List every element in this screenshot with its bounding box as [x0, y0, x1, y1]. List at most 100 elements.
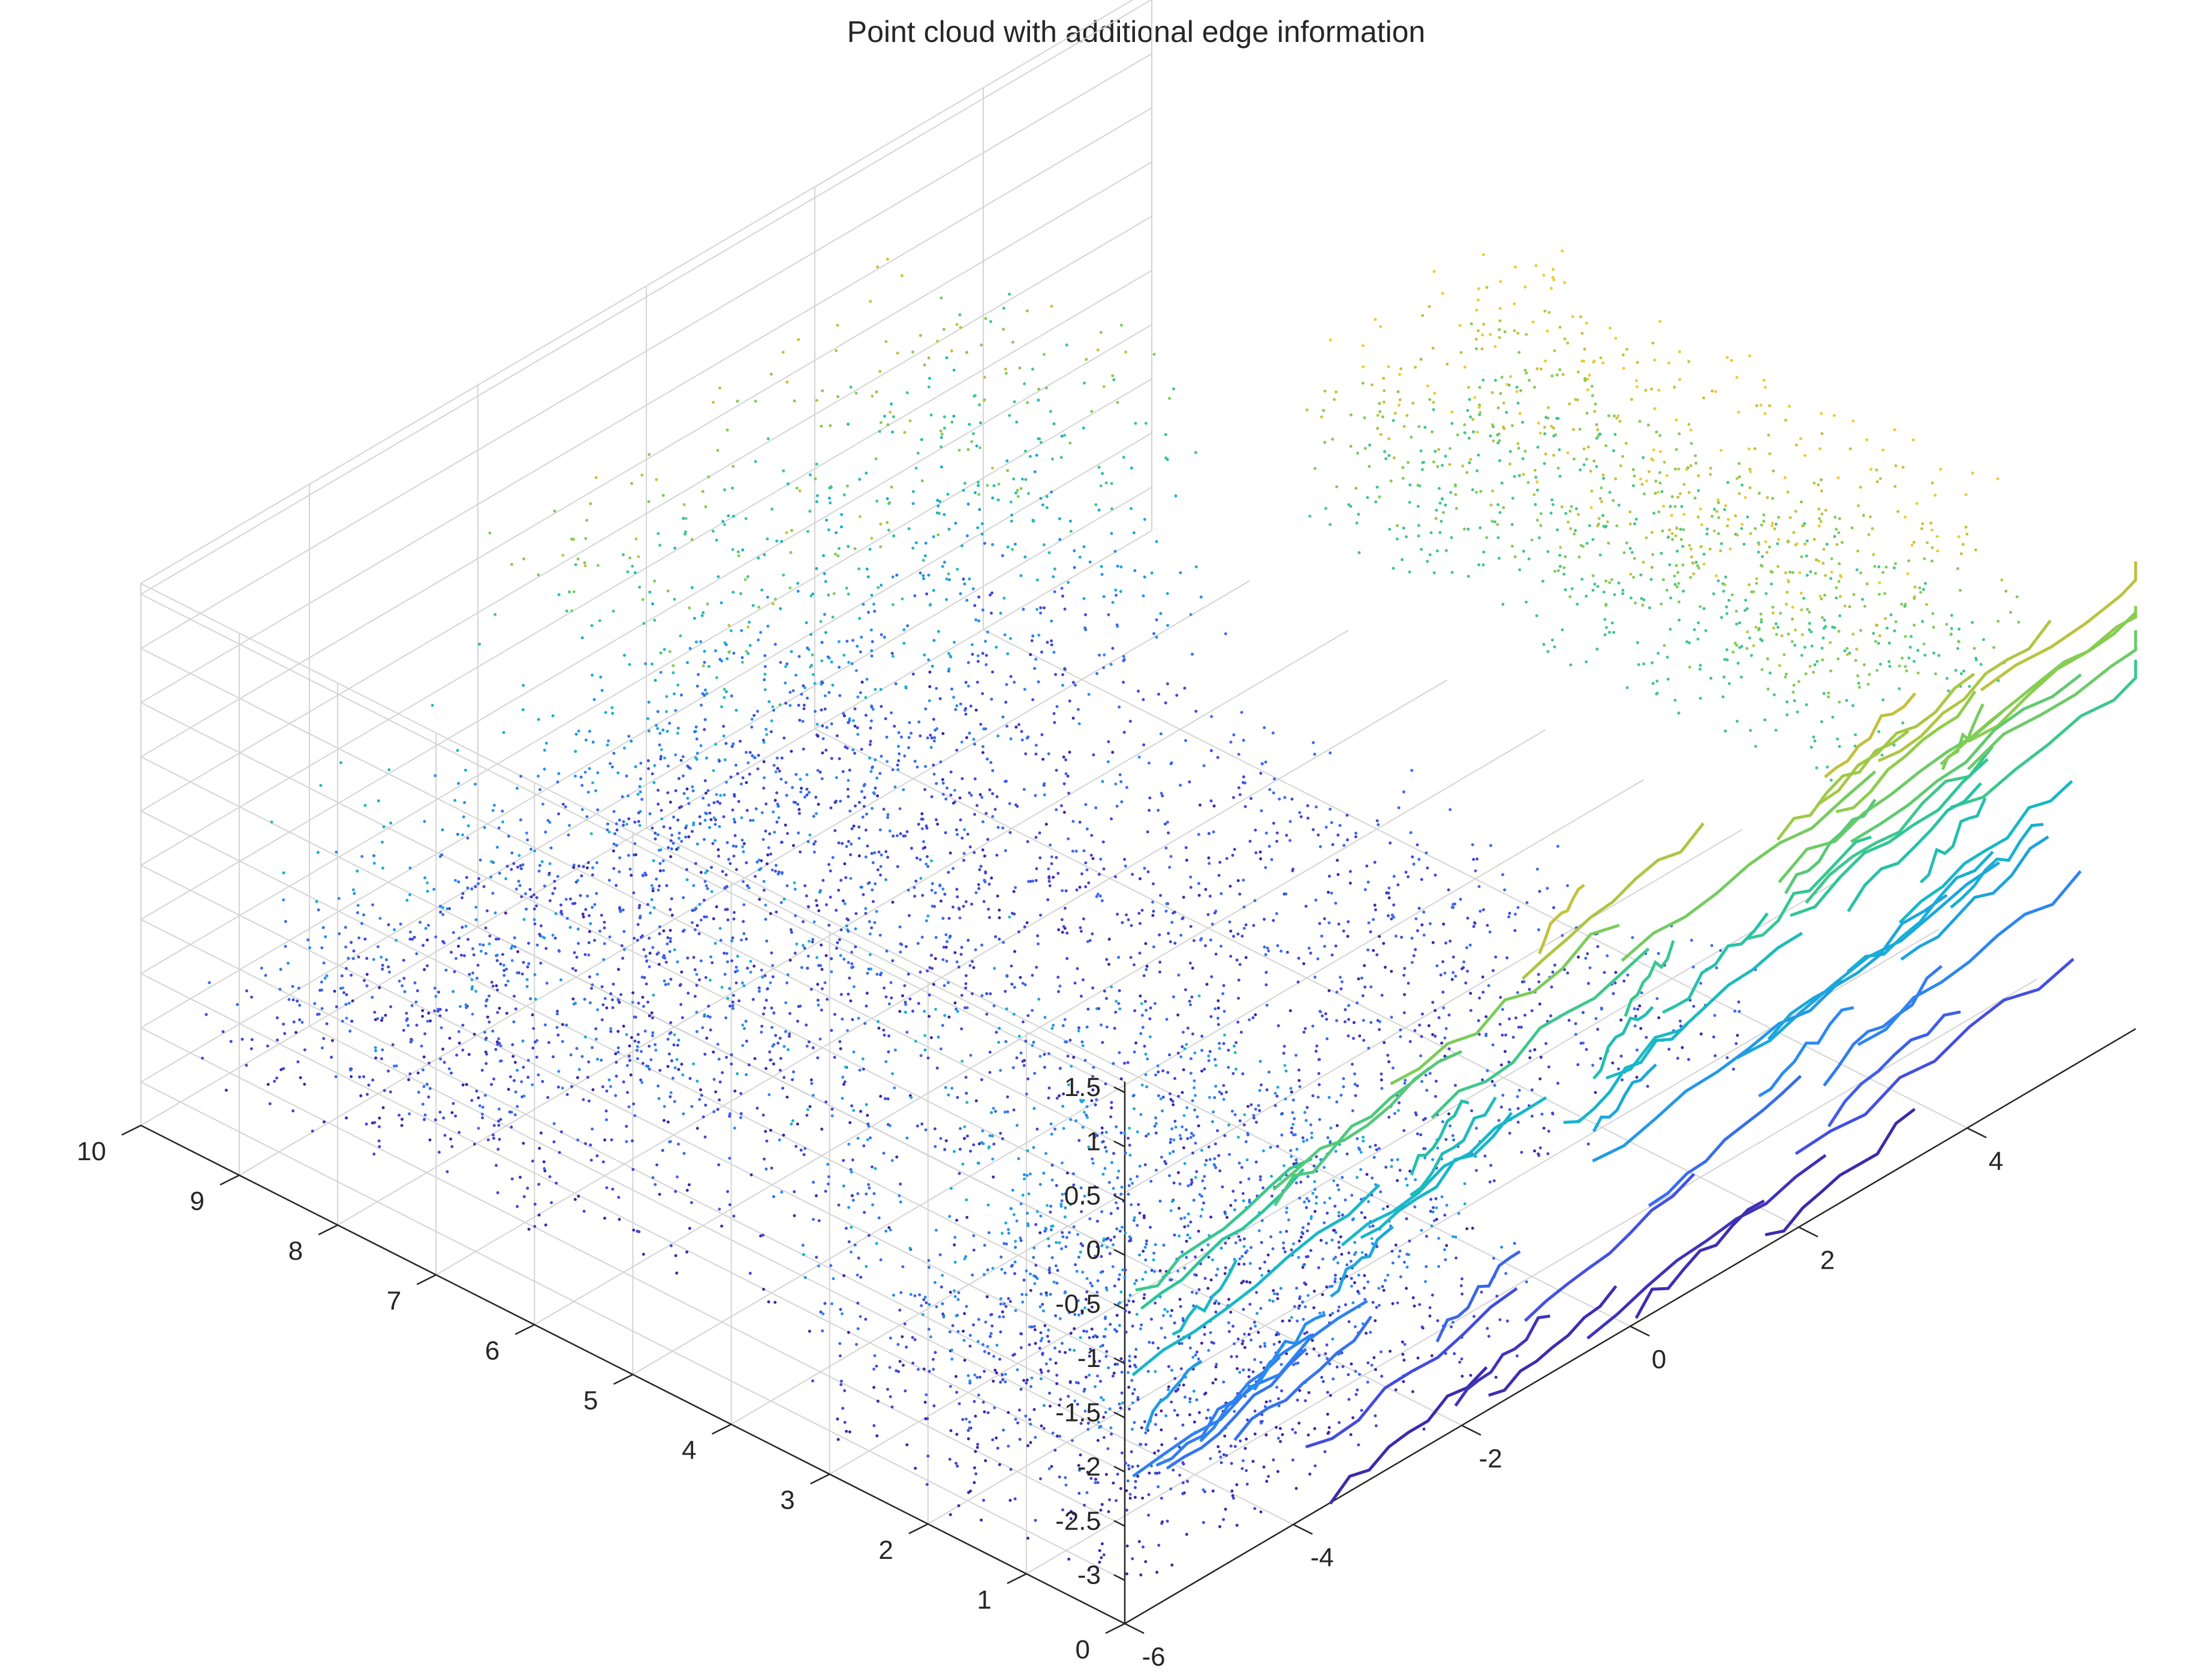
point-cluster-3 [802, 1044, 1477, 1405]
point-cluster-4 [877, 803, 1739, 1293]
edge-contour [1857, 870, 2082, 1046]
x-tick-label: 2 [1820, 1246, 1835, 1275]
ticks-layer: -3 -2.5 -2 -1.5 -1 -0.5 0 0.5 1 1.5 0 1 2 3 4 5 6 7 8 9 10 -6… [77, 1073, 2003, 1672]
point-cluster-5 [1305, 285, 2004, 668]
edge-contour [1900, 835, 2049, 961]
edge-contour [1605, 932, 1803, 1080]
y-tick [416, 1274, 436, 1285]
point-cluster-2 [282, 589, 1141, 1098]
edge-contour [1435, 1250, 1521, 1342]
edge-contour [1758, 1006, 1854, 1098]
edge-contour [1523, 1173, 1696, 1322]
z-tick [1113, 1249, 1125, 1256]
x-tick-label: -4 [1310, 1543, 1333, 1573]
point-cluster-0 [282, 708, 1365, 1313]
edge-contour [1131, 1184, 1381, 1377]
edge-contour [1877, 619, 2052, 763]
gridline-x [646, 827, 1631, 1327]
point-cluster-1 [478, 356, 1169, 772]
edge-contour [1592, 1005, 1654, 1080]
edge-contour [1272, 1050, 1462, 1191]
x-tick [1967, 1127, 1987, 1139]
edge-contour [1454, 1314, 1550, 1407]
z-tick [1113, 1140, 1125, 1148]
z-tick-label: -1.5 [1055, 1398, 1101, 1427]
gridline-x [477, 926, 1462, 1426]
edge-contour [1823, 965, 1943, 1087]
x-tick-label: 4 [1989, 1146, 2003, 1176]
gridline-x [814, 728, 1799, 1228]
z-tick-label: 0 [1086, 1235, 1101, 1264]
point-cluster-0 [270, 703, 1400, 1241]
point-cluster-5 [1329, 249, 2000, 609]
edge-contour [1538, 884, 1585, 955]
edge-contour [1244, 1313, 1326, 1391]
edge-contour [1410, 1099, 1470, 1176]
edge-contour [1360, 1112, 1513, 1239]
edge-contour [1967, 630, 2137, 770]
edge-contour [1586, 1154, 1827, 1340]
edge-contour [1950, 823, 2044, 909]
edge-contour [1790, 758, 1989, 917]
z-tick [1113, 1411, 1125, 1419]
point-cluster-3 [836, 1204, 1498, 1577]
edge-contour [1805, 745, 1994, 904]
edge-contour [1980, 561, 2137, 692]
axes-layer [140, 1028, 2136, 1625]
point-cluster-1 [522, 414, 1198, 827]
y-tick [318, 1224, 338, 1236]
edge-contour [1592, 1063, 1657, 1133]
edge-contour [1827, 1010, 1961, 1128]
edge-contour [1233, 1315, 1373, 1441]
point-cluster-3 [821, 1099, 1528, 1496]
y-tick-label: 4 [682, 1436, 696, 1465]
point-cluster-0 [282, 862, 1378, 1485]
x-tick [1124, 1622, 1145, 1634]
edge-contour [1919, 797, 1987, 884]
edge-contour [1305, 1287, 1518, 1449]
x-tick [1798, 1226, 1818, 1238]
edge-contour [1410, 1096, 1497, 1197]
edge-contour [1898, 779, 2073, 924]
edge-contour [1431, 947, 1650, 1119]
z-tick [1113, 1086, 1125, 1094]
z-tick [1113, 1303, 1125, 1310]
edge-contour [1940, 611, 2137, 766]
edge-contour [1835, 690, 1977, 814]
z-tick [1113, 1357, 1125, 1365]
edge-contour [1850, 673, 2082, 844]
gridline-x [309, 1025, 1294, 1525]
point-cluster-0 [284, 809, 1409, 1423]
y-tick-label: 10 [77, 1137, 106, 1166]
y-tick-label: 7 [387, 1286, 401, 1315]
z-tick [1113, 1574, 1125, 1581]
x-tick [1293, 1524, 1313, 1535]
y-tick [219, 1174, 240, 1186]
gridline-x [983, 629, 1968, 1129]
edge-contour [1818, 672, 1976, 805]
z-tick-label: -2 [1077, 1452, 1101, 1482]
point-cluster-0 [279, 895, 1405, 1500]
x-tick-label: 0 [1652, 1345, 1666, 1374]
y-tick [1105, 1622, 1125, 1634]
y-tick-label: 0 [1076, 1635, 1090, 1664]
edge-contour [1330, 1225, 1394, 1298]
point-cluster-5 [1313, 322, 2021, 704]
edge-contour [1747, 835, 1872, 940]
edge-contour [1767, 893, 1948, 1041]
y-tick [613, 1374, 634, 1385]
edge-contour [1847, 782, 1982, 913]
z-tick-label: 0.5 [1064, 1181, 1101, 1211]
z-tick-label: 1 [1086, 1127, 1101, 1156]
y-tick-label: 2 [878, 1536, 893, 1565]
point-cluster-3 [803, 1055, 1504, 1431]
edge-contour [1273, 1067, 1430, 1206]
edge-contour [1765, 1107, 1916, 1236]
z-tick [1113, 1520, 1125, 1527]
edge-contour [1794, 958, 2074, 1155]
y-tick [908, 1523, 929, 1534]
y-tick [121, 1124, 141, 1136]
x-tick [1461, 1425, 1482, 1436]
edge-contour [1662, 912, 1769, 1014]
point-cluster-1 [488, 296, 1171, 668]
